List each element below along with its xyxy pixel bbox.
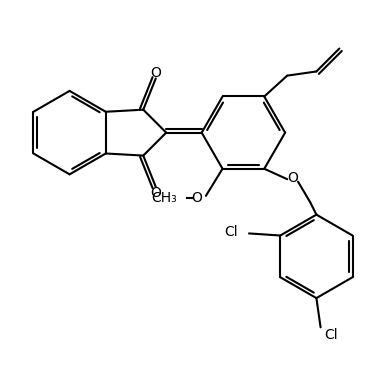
Text: Cl: Cl xyxy=(225,225,238,239)
Text: Cl: Cl xyxy=(325,328,338,342)
Text: CH₃: CH₃ xyxy=(152,191,178,205)
Text: O: O xyxy=(151,186,161,200)
Text: O: O xyxy=(151,66,161,79)
Text: O: O xyxy=(288,171,298,185)
Text: O: O xyxy=(191,191,202,205)
